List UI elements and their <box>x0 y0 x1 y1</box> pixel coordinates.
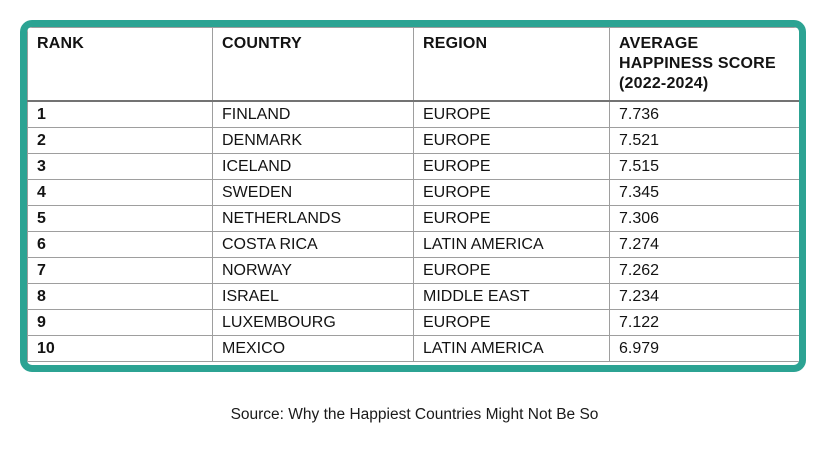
cell-country: SWEDEN <box>212 179 414 206</box>
cell-rank: 5 <box>27 205 213 232</box>
table-row: 6 COSTA RICA LATIN AMERICA 7.274 <box>27 231 799 258</box>
column-header-region: REGION <box>413 27 610 102</box>
cell-rank: 3 <box>27 153 213 180</box>
cell-country: MEXICO <box>212 335 414 362</box>
cell-region: LATIN AMERICA <box>413 335 610 362</box>
cell-score: 7.521 <box>609 127 799 154</box>
cell-score: 7.122 <box>609 309 799 336</box>
cell-region: EUROPE <box>413 257 610 284</box>
table-row: 1 FINLAND EUROPE 7.736 <box>27 100 799 128</box>
happiness-table: RANK COUNTRY REGION AVERAGE HAPPINESS SC… <box>27 27 799 362</box>
cell-country: DENMARK <box>212 127 414 154</box>
cell-rank: 4 <box>27 179 213 206</box>
cell-rank: 9 <box>27 309 213 336</box>
table-header: RANK COUNTRY REGION AVERAGE HAPPINESS SC… <box>27 27 799 102</box>
table-row: 8 ISRAEL MIDDLE EAST 7.234 <box>27 283 799 310</box>
cell-region: MIDDLE EAST <box>413 283 610 310</box>
table-row: 3 ICELAND EUROPE 7.515 <box>27 153 799 180</box>
cell-score: 7.306 <box>609 205 799 232</box>
table-frame: RANK COUNTRY REGION AVERAGE HAPPINESS SC… <box>20 20 806 372</box>
cell-rank: 6 <box>27 231 213 258</box>
cell-score: 6.979 <box>609 335 799 362</box>
cell-region: LATIN AMERICA <box>413 231 610 258</box>
cell-region: EUROPE <box>413 179 610 206</box>
cell-country: NETHERLANDS <box>212 205 414 232</box>
column-header-score: AVERAGE HAPPINESS SCORE (2022-2024) <box>609 27 799 102</box>
cell-score: 7.736 <box>609 100 799 128</box>
cell-country: FINLAND <box>212 100 414 128</box>
cell-score: 7.515 <box>609 153 799 180</box>
source-caption: Source: Why the Happiest Countries Might… <box>230 406 599 423</box>
cell-region: EUROPE <box>413 100 610 128</box>
cell-region: EUROPE <box>413 205 610 232</box>
cell-region: EUROPE <box>413 127 610 154</box>
table-row: 4 SWEDEN EUROPE 7.345 <box>27 179 799 206</box>
cell-score: 7.274 <box>609 231 799 258</box>
cell-rank: 2 <box>27 127 213 154</box>
table-row: 2 DENMARK EUROPE 7.521 <box>27 127 799 154</box>
cell-region: EUROPE <box>413 309 610 336</box>
cell-score: 7.262 <box>609 257 799 284</box>
table-body: 1 FINLAND EUROPE 7.736 2 DENMARK EUROPE 7.521 3 I… <box>27 100 799 362</box>
cell-country: COSTA RICA <box>212 231 414 258</box>
cell-rank: 1 <box>27 100 213 128</box>
cell-rank: 7 <box>27 257 213 284</box>
cell-country: ICELAND <box>212 153 414 180</box>
cell-country: ISRAEL <box>212 283 414 310</box>
cell-country: NORWAY <box>212 257 414 284</box>
cell-score: 7.234 <box>609 283 799 310</box>
table-row: 10 MEXICO LATIN AMERICA 6.979 <box>27 335 799 362</box>
table-row: 5 NETHERLANDS EUROPE 7.306 <box>27 205 799 232</box>
cell-country: LUXEMBOURG <box>212 309 414 336</box>
cell-region: EUROPE <box>413 153 610 180</box>
column-header-country: COUNTRY <box>212 27 414 102</box>
table-row: 7 NORWAY EUROPE 7.262 <box>27 257 799 284</box>
column-header-rank: RANK <box>27 27 213 102</box>
cell-rank: 10 <box>27 335 213 362</box>
cell-score: 7.345 <box>609 179 799 206</box>
header-row: RANK COUNTRY REGION AVERAGE HAPPINESS SC… <box>27 27 799 102</box>
table-row: 9 LUXEMBOURG EUROPE 7.122 <box>27 309 799 336</box>
cell-rank: 8 <box>27 283 213 310</box>
